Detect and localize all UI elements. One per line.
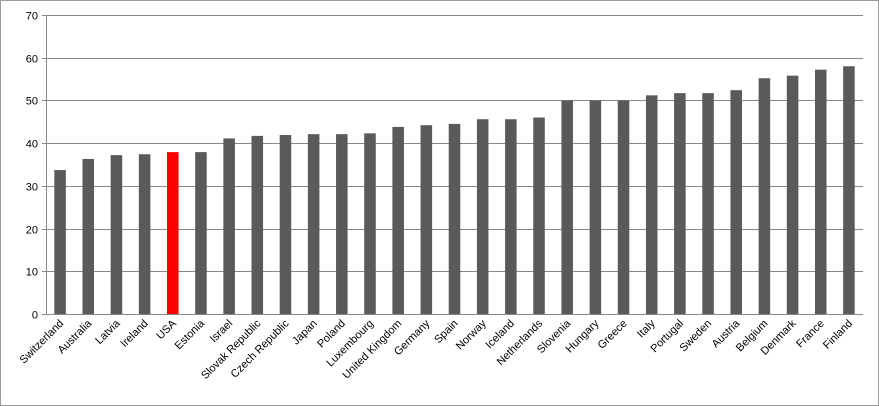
bar-australia <box>82 158 95 314</box>
x-tick-label: Sweden <box>678 318 715 355</box>
y-tick-label: 20 <box>26 225 38 237</box>
y-tick-label: 60 <box>26 54 38 66</box>
bars <box>54 66 855 315</box>
bar-greece <box>617 100 630 315</box>
x-tick-label: Greece <box>596 318 630 352</box>
y-tick-label: 40 <box>26 139 38 151</box>
bar-netherlands <box>533 117 545 314</box>
y-tick-label: 10 <box>26 267 38 279</box>
x-tick-label: Finland <box>821 318 855 352</box>
axes <box>46 15 863 315</box>
y-tick-label: 50 <box>26 96 38 108</box>
bar-belgium <box>758 78 771 314</box>
bar-ireland <box>138 154 151 314</box>
bar-portugal <box>674 93 686 314</box>
x-tick-label: Switzerland <box>18 318 67 367</box>
bar-luxembourg <box>364 133 376 314</box>
bar-latvia <box>110 155 123 314</box>
bar-poland <box>336 134 348 314</box>
bar-estonia <box>195 152 207 314</box>
x-tick-label: Italy <box>635 317 658 340</box>
y-axis-ticks: 0 10 20 30 40 50 60 70 <box>26 11 46 322</box>
bar-switzerland <box>54 170 66 314</box>
bar-austria <box>730 90 742 315</box>
bar-norway <box>476 119 489 314</box>
bar-slovenia <box>561 100 573 315</box>
bar-israel <box>223 138 235 314</box>
bar-czech-republic <box>279 135 292 314</box>
bar-usa <box>167 152 179 314</box>
bar-slovak-republic <box>251 135 264 314</box>
bar-japan <box>307 134 320 314</box>
x-tick-label: Estonia <box>173 317 208 352</box>
bar-france <box>814 69 827 314</box>
y-tick-label: 70 <box>26 11 38 23</box>
x-tick-label: USA <box>154 317 179 342</box>
x-tick-label: Norway <box>454 317 489 352</box>
bar-italy <box>645 95 658 314</box>
y-tick-label: 30 <box>26 182 38 194</box>
bar-hungary <box>589 100 602 315</box>
bar-finland <box>843 66 855 314</box>
bar-sweden <box>702 93 714 314</box>
bar-united-kingdom <box>392 126 404 314</box>
bar-denmark <box>786 75 799 315</box>
x-tick-label: Ireland <box>118 318 150 350</box>
bar-iceland <box>505 119 517 314</box>
bar-spain <box>448 123 461 314</box>
y-tick-label: 0 <box>32 310 38 322</box>
bar-germany <box>420 125 433 314</box>
